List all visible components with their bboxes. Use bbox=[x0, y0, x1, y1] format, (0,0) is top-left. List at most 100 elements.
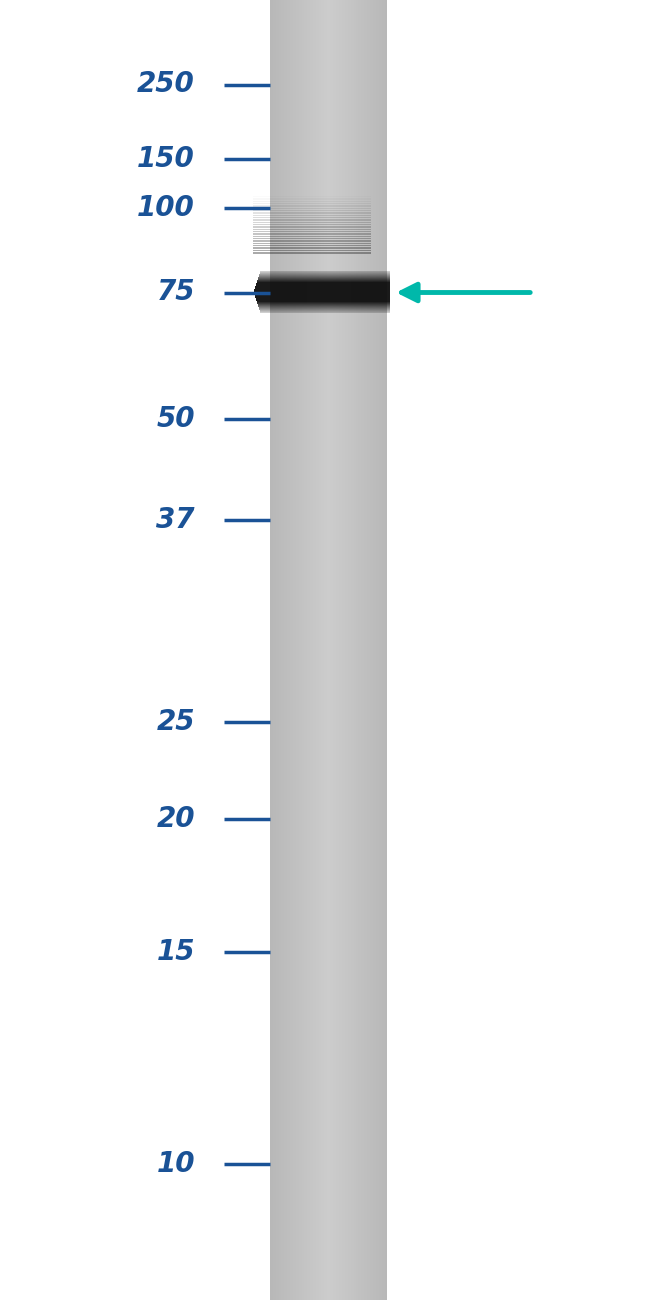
Bar bbox=[382, 0, 383, 1300]
Bar bbox=[341, 0, 342, 1300]
Bar bbox=[315, 0, 316, 1300]
Bar bbox=[347, 0, 348, 1300]
Bar bbox=[369, 0, 370, 1300]
Bar bbox=[297, 0, 298, 1300]
Bar bbox=[270, 0, 272, 1300]
Text: 25: 25 bbox=[157, 707, 195, 736]
Bar bbox=[254, 252, 371, 254]
Bar bbox=[254, 214, 371, 216]
Bar bbox=[337, 0, 338, 1300]
Bar bbox=[254, 221, 371, 224]
Bar bbox=[306, 0, 307, 1300]
Bar bbox=[372, 0, 373, 1300]
Bar bbox=[280, 0, 281, 1300]
Bar bbox=[285, 0, 287, 1300]
Bar bbox=[380, 0, 381, 1300]
Bar bbox=[254, 198, 371, 200]
Bar bbox=[302, 0, 303, 1300]
Bar bbox=[373, 0, 374, 1300]
Bar bbox=[254, 229, 371, 230]
Bar bbox=[340, 0, 341, 1300]
Text: 15: 15 bbox=[157, 937, 195, 966]
Bar bbox=[291, 0, 292, 1300]
Bar bbox=[361, 0, 362, 1300]
Bar bbox=[254, 244, 371, 247]
Bar bbox=[313, 0, 315, 1300]
Bar bbox=[370, 0, 371, 1300]
Bar bbox=[376, 0, 377, 1300]
Bar bbox=[278, 0, 279, 1300]
Bar bbox=[278, 0, 280, 1300]
Text: 50: 50 bbox=[157, 404, 195, 433]
Bar bbox=[326, 0, 327, 1300]
Text: 75: 75 bbox=[157, 278, 195, 307]
Bar bbox=[374, 0, 375, 1300]
Bar bbox=[304, 0, 305, 1300]
Bar bbox=[384, 0, 385, 1300]
Bar bbox=[351, 0, 352, 1300]
Bar bbox=[317, 0, 318, 1300]
Bar bbox=[328, 0, 329, 1300]
Bar bbox=[281, 0, 282, 1300]
Bar bbox=[254, 220, 371, 221]
Bar bbox=[327, 0, 328, 1300]
Bar bbox=[282, 0, 283, 1300]
Bar bbox=[342, 0, 343, 1300]
Bar bbox=[296, 0, 297, 1300]
Bar bbox=[254, 209, 371, 212]
Bar bbox=[272, 0, 273, 1300]
Bar bbox=[283, 0, 285, 1300]
Bar bbox=[303, 0, 304, 1300]
Bar bbox=[325, 0, 326, 1300]
Bar bbox=[356, 0, 358, 1300]
Bar bbox=[287, 0, 289, 1300]
Bar bbox=[277, 0, 278, 1300]
Text: 20: 20 bbox=[157, 805, 195, 833]
Bar bbox=[360, 0, 361, 1300]
Bar bbox=[293, 0, 294, 1300]
Bar bbox=[363, 0, 364, 1300]
Bar bbox=[254, 196, 371, 198]
Bar bbox=[350, 0, 351, 1300]
Bar bbox=[254, 243, 371, 244]
Bar bbox=[254, 217, 371, 218]
Bar bbox=[273, 0, 274, 1300]
Bar bbox=[359, 0, 360, 1300]
Bar bbox=[355, 0, 356, 1300]
Bar bbox=[364, 0, 365, 1300]
Bar bbox=[254, 212, 371, 213]
Bar bbox=[338, 0, 339, 1300]
Bar bbox=[344, 0, 346, 1300]
Text: 250: 250 bbox=[137, 70, 195, 99]
Bar bbox=[331, 0, 332, 1300]
Bar bbox=[309, 0, 310, 1300]
Bar bbox=[352, 0, 354, 1300]
Bar bbox=[317, 0, 318, 1300]
Bar bbox=[321, 0, 322, 1300]
Bar bbox=[299, 0, 300, 1300]
Bar bbox=[307, 0, 308, 1300]
Bar bbox=[332, 0, 333, 1300]
Bar bbox=[367, 0, 368, 1300]
Bar bbox=[292, 0, 293, 1300]
Text: 100: 100 bbox=[137, 194, 195, 222]
Bar bbox=[274, 0, 276, 1300]
Bar bbox=[379, 0, 380, 1300]
Text: 37: 37 bbox=[157, 506, 195, 534]
Bar bbox=[308, 0, 309, 1300]
Bar bbox=[377, 0, 378, 1300]
Bar bbox=[348, 0, 350, 1300]
Bar bbox=[254, 235, 371, 237]
Bar bbox=[300, 0, 301, 1300]
Bar bbox=[329, 0, 330, 1300]
Bar bbox=[378, 0, 379, 1300]
Bar bbox=[311, 0, 312, 1300]
Bar bbox=[298, 0, 299, 1300]
Bar bbox=[336, 0, 337, 1300]
Text: 150: 150 bbox=[137, 144, 195, 173]
Bar bbox=[309, 0, 311, 1300]
Bar bbox=[295, 0, 296, 1300]
Bar bbox=[318, 0, 320, 1300]
Bar bbox=[375, 0, 376, 1300]
Bar bbox=[371, 0, 372, 1300]
